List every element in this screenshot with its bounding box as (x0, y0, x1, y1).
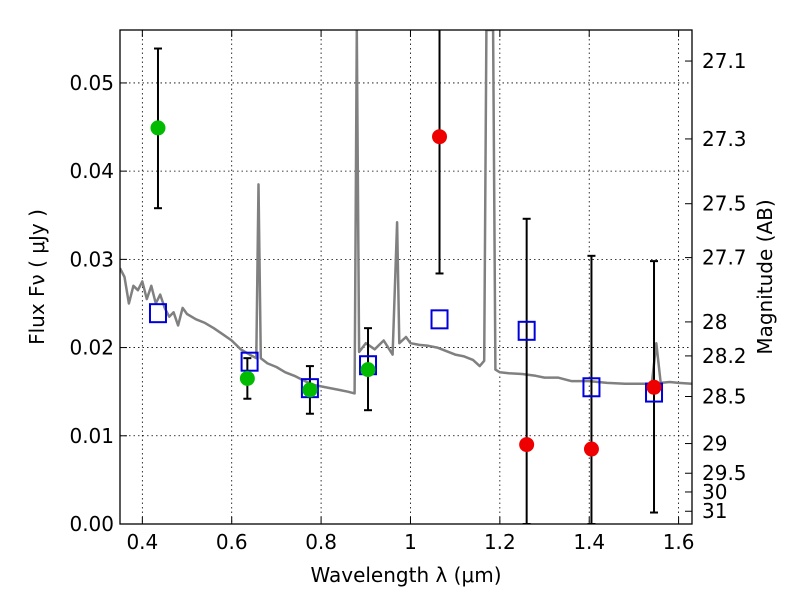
y-tick-label: 0.00 (69, 512, 114, 536)
x-tick-label: 0.6 (216, 530, 248, 554)
y2-tick-label: 28.2 (702, 344, 747, 368)
model-band-marker (148, 303, 167, 324)
x-tick-label: 0.8 (305, 530, 337, 554)
y2-tick-label: 27.1 (702, 49, 747, 73)
grid-lines (120, 30, 692, 524)
x-tick-label: 1 (404, 530, 417, 554)
y2-tick-label: 30 (702, 480, 727, 504)
y2-tick-label: 31 (702, 499, 727, 523)
y2-tick-label: 29.5 (702, 461, 747, 485)
limit-point (519, 437, 535, 453)
y2-tick-label: 28 (702, 310, 727, 334)
y2-tick-label: 27.7 (702, 246, 747, 270)
error-bar (522, 217, 531, 524)
y-tick-label: 0.03 (69, 247, 114, 271)
spectrum-series (120, 30, 692, 395)
y2-tick-label: 27.5 (702, 192, 747, 216)
data-markers (148, 120, 664, 457)
spectrum-line (120, 30, 692, 395)
x-tick-label: 1.2 (484, 530, 516, 554)
plot-frame (119, 29, 693, 525)
y2-tick-label: 27.3 (702, 127, 747, 151)
y2-tick-label: 28.5 (702, 384, 747, 408)
y-axis-label: Flux Fν ( μJy ) (25, 209, 49, 345)
y2-axis-label: Magnitude (AB) (753, 199, 777, 354)
error-bars (153, 30, 659, 524)
x-tick-label: 1.4 (573, 530, 605, 554)
model-band-marker (240, 351, 259, 372)
detection-point (150, 120, 166, 136)
y-tick-label: 0.05 (69, 71, 114, 95)
axis-ticks: 0.4 0.6 0.8 1 1.2 1.4 1.6 0.00 0.01 0.02 0.03 0.04 0… (69, 30, 747, 554)
limit-point (583, 441, 599, 457)
detection-point (239, 370, 255, 386)
model-band-marker (582, 377, 601, 398)
x-tick-label: 0.4 (126, 530, 158, 554)
y-tick-label: 0.04 (69, 159, 114, 183)
detection-point (360, 362, 376, 378)
error-bar (587, 254, 596, 524)
y-tick-label: 0.02 (69, 336, 114, 360)
limit-point (646, 379, 662, 395)
model-band-marker (517, 320, 536, 341)
detection-point (302, 382, 318, 398)
model-band-marker (430, 309, 449, 330)
y2-tick-label: 29 (702, 432, 727, 456)
x-tick-label: 1.6 (663, 530, 695, 554)
y-tick-label: 0.01 (69, 424, 114, 448)
x-axis-label: Wavelength λ (μm) (310, 563, 501, 587)
limit-point (432, 129, 448, 145)
